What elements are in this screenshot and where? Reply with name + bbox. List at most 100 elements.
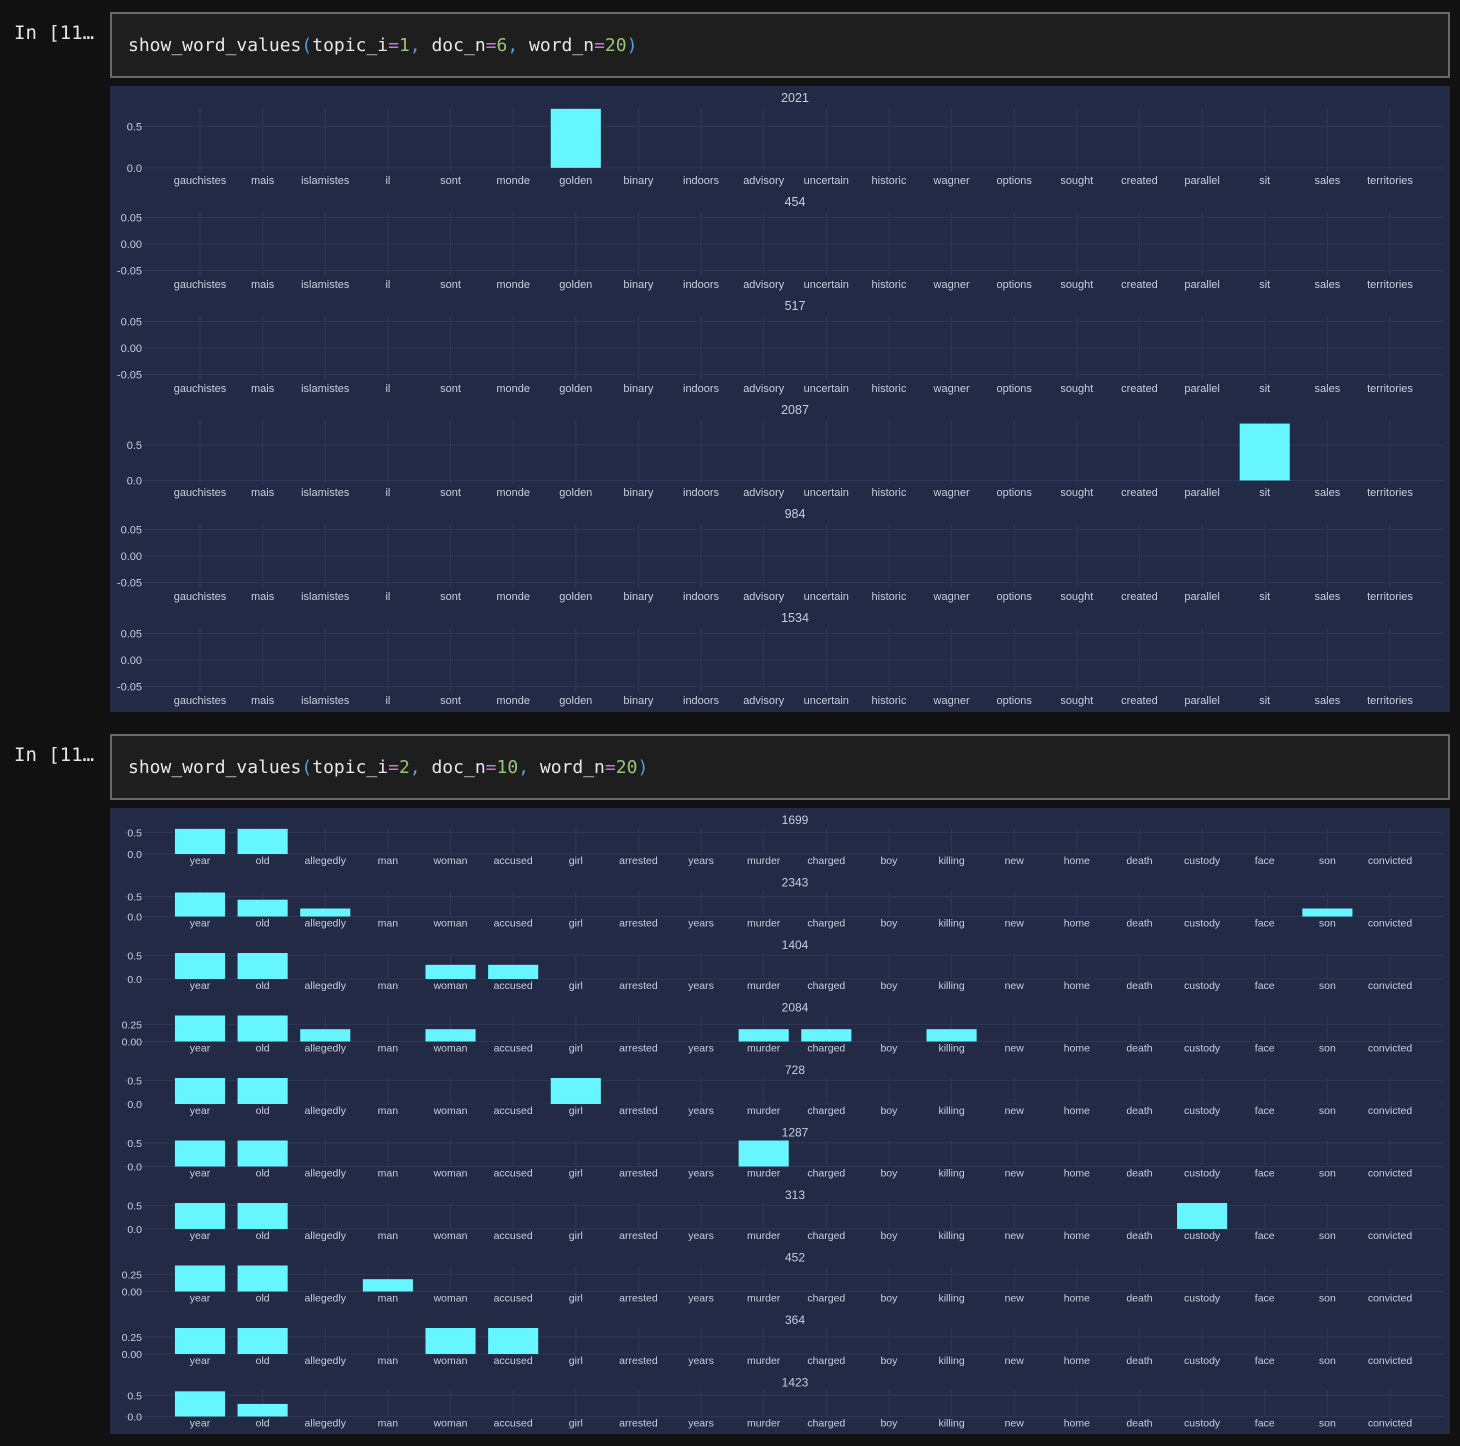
x-tick-label: charged: [807, 1105, 845, 1117]
x-tick-label: man: [378, 1355, 399, 1367]
bar-killing: [926, 1029, 977, 1042]
x-tick-label: sales: [1315, 383, 1341, 395]
equals-sign: =: [388, 35, 399, 56]
x-tick-label: face: [1255, 1168, 1275, 1180]
x-tick-label: charged: [807, 1418, 845, 1430]
cell-prompt: In [11…: [14, 22, 95, 44]
x-tick-label: year: [190, 918, 211, 930]
x-tick-label: islamistes: [301, 591, 350, 603]
bar-year: [174, 1140, 226, 1167]
x-tick-label: sit: [1259, 279, 1270, 291]
subplot-1423: 0.5 0.0 1423 year old allegedly man woman accuse…: [124, 1376, 1444, 1430]
x-tick-label: girl: [569, 1105, 583, 1117]
close-paren: ): [637, 757, 649, 778]
x-tick-label: murder: [747, 1168, 781, 1180]
x-tick-label: islamistes: [301, 279, 350, 291]
x-tick-label: custody: [1184, 1418, 1221, 1430]
x-tick-label: woman: [433, 1293, 468, 1305]
x-tick-label: sont: [440, 383, 461, 395]
x-tick-label: uncertain: [804, 487, 849, 499]
open-paren: (: [301, 35, 313, 56]
x-tick-label: accused: [494, 918, 533, 930]
subplot-2343: 0.5 0.0 2343 year old allegedly man woman accuse…: [124, 876, 1444, 930]
x-tick-label: new: [1005, 1105, 1025, 1117]
x-tick-label: death: [1126, 980, 1152, 992]
x-tick-label: indoors: [683, 175, 720, 187]
x-tick-label: custody: [1184, 1043, 1221, 1055]
x-tick-label: charged: [807, 918, 845, 930]
bar-chart-figure: 0.5 0.0 2021 gauchistes mais islamistes il sont…: [117, 91, 1444, 707]
bar-old: [237, 1140, 288, 1167]
x-tick-label: years: [688, 1355, 714, 1367]
x-tick-label: wagner: [933, 383, 970, 395]
x-tick-label: face: [1255, 1043, 1275, 1055]
y-tick-label: 0.0: [127, 475, 142, 487]
subplot-1287: 0.5 0.0 1287 year old allegedly man woman accuse…: [124, 1126, 1444, 1180]
x-tick-label: mais: [251, 279, 275, 291]
y-tick-label: -0.05: [117, 578, 142, 590]
subplot-1534: 0.05 0.00 -0.05 1534 gauchistes mais islamiste…: [117, 611, 1444, 707]
arg-name: doc_n: [431, 35, 486, 56]
bar-year: [174, 1203, 226, 1229]
x-tick-label: monde: [496, 695, 530, 707]
x-tick-label: old: [256, 1105, 270, 1117]
cell-output: 0.5 0.0 1699 year old allegedly man woman accuse…: [110, 808, 1450, 1434]
function-name: show_word_values: [128, 757, 302, 778]
x-tick-label: advisory: [743, 591, 784, 603]
x-tick-label: man: [378, 1105, 399, 1117]
bar-sit: [1239, 423, 1290, 481]
x-tick-label: options: [996, 279, 1032, 291]
arg-name: word_n: [529, 35, 595, 56]
x-tick-label: allegedly: [305, 1355, 347, 1367]
subplot-title: 1699: [782, 813, 809, 827]
x-tick-label: arrested: [619, 1230, 658, 1242]
y-tick-label: 0.05: [121, 524, 142, 536]
x-tick-label: territories: [1367, 487, 1413, 499]
x-tick-label: indoors: [683, 279, 720, 291]
x-tick-label: accused: [494, 1043, 533, 1055]
arg-name: doc_n: [431, 757, 486, 778]
x-tick-label: old: [256, 1355, 270, 1367]
x-tick-label: convicted: [1368, 1355, 1413, 1367]
x-tick-label: allegedly: [305, 1168, 347, 1180]
y-tick-label: 0.05: [121, 212, 142, 224]
x-tick-label: binary: [623, 383, 653, 395]
x-tick-label: boy: [880, 1355, 898, 1367]
x-tick-label: woman: [433, 1043, 468, 1055]
bar-woman: [425, 1029, 476, 1042]
bar-year: [174, 828, 226, 854]
x-tick-label: old: [256, 855, 270, 867]
x-tick-label: killing: [938, 1043, 964, 1055]
subplot-title: 2021: [781, 91, 809, 105]
x-tick-label: old: [256, 1043, 270, 1055]
x-tick-label: boy: [880, 1293, 898, 1305]
subplot-title: 1534: [781, 611, 809, 625]
x-tick-label: golden: [559, 487, 592, 499]
arg-name: word_n: [539, 757, 605, 778]
x-tick-label: face: [1255, 1293, 1275, 1305]
x-tick-label: golden: [559, 383, 592, 395]
x-tick-label: year: [190, 1230, 211, 1242]
x-tick-label: boy: [880, 1105, 898, 1117]
x-tick-label: allegedly: [305, 1105, 347, 1117]
code-cell[interactable]: show_word_values(topic_i=1, doc_n=6, wor…: [110, 12, 1450, 78]
x-tick-label: sought: [1060, 487, 1093, 499]
code-cell[interactable]: show_word_values(topic_i=2, doc_n=10, wo…: [110, 734, 1450, 800]
x-tick-label: new: [1005, 1043, 1025, 1055]
subplot-364: 0.25 0.00 364 year old allegedly man woman accus…: [122, 1313, 1444, 1367]
bar-old: [237, 828, 288, 854]
x-tick-label: sit: [1259, 383, 1270, 395]
x-tick-label: historic: [872, 279, 907, 291]
x-tick-label: allegedly: [305, 1293, 347, 1305]
y-tick-label: 0.0: [127, 912, 142, 924]
x-tick-label: custody: [1184, 918, 1221, 930]
x-tick-label: advisory: [743, 383, 784, 395]
bar-year: [174, 1328, 226, 1354]
x-tick-label: convicted: [1368, 1418, 1413, 1430]
bar-chart-figure: 0.5 0.0 1699 year old allegedly man woman accuse…: [122, 813, 1444, 1430]
x-tick-label: parallel: [1184, 383, 1219, 395]
x-tick-label: monde: [496, 591, 530, 603]
x-tick-label: golden: [559, 175, 592, 187]
y-tick-label: 0.25: [122, 1019, 143, 1031]
subplot-1404: 0.5 0.0 1404 year old allegedly man woman accuse…: [124, 938, 1444, 992]
